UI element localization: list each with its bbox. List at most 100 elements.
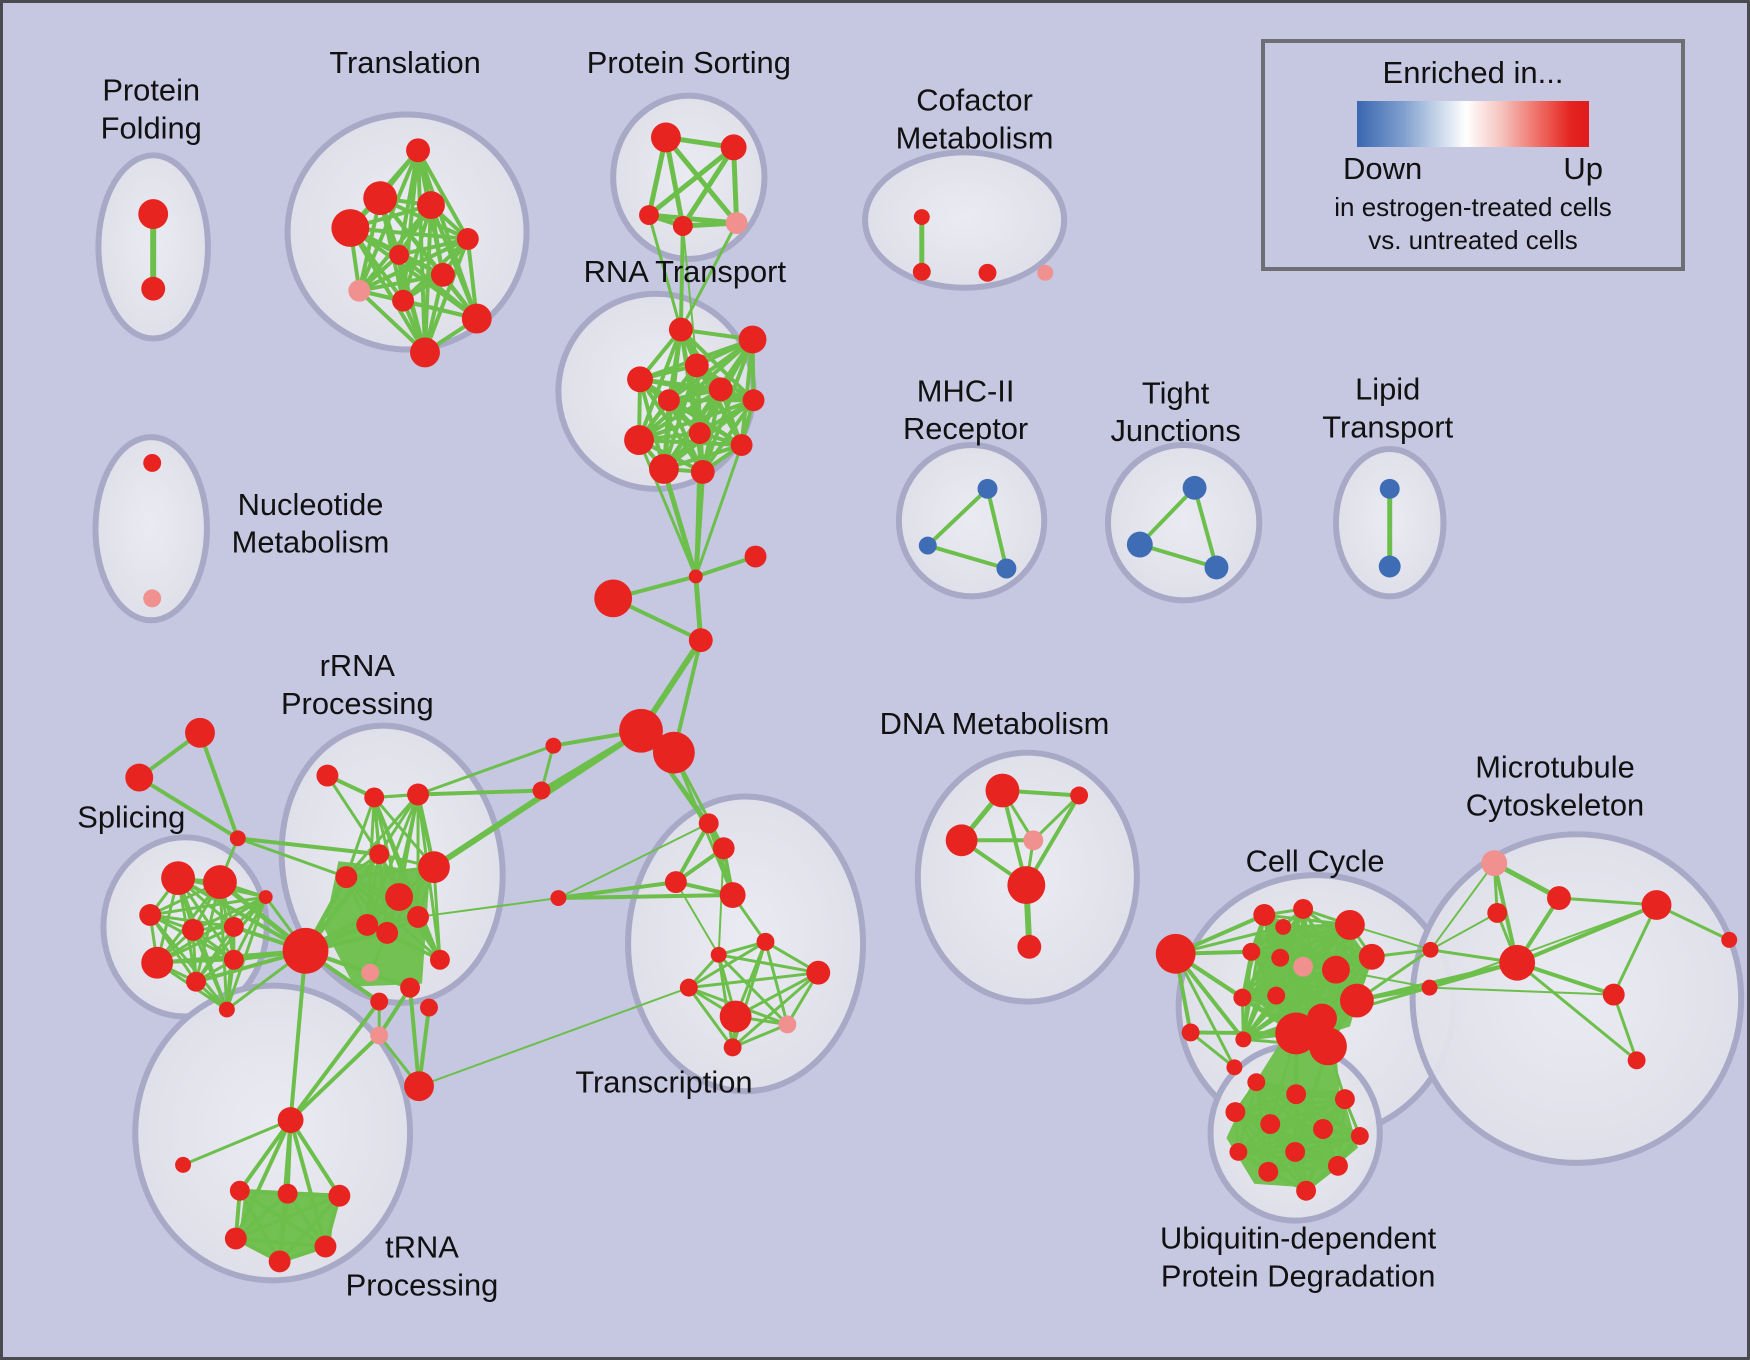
gene-set-node[interactable] [1641, 890, 1672, 920]
gene-set-node[interactable] [125, 763, 154, 792]
gene-set-node[interactable] [223, 949, 244, 970]
gene-set-node[interactable] [376, 921, 399, 944]
gene-set-node[interactable] [712, 837, 735, 860]
gene-set-node[interactable] [1487, 903, 1508, 923]
gene-set-node[interactable] [684, 353, 709, 378]
gene-set-node[interactable] [143, 589, 162, 608]
gene-set-node[interactable] [945, 824, 978, 857]
gene-set-node[interactable] [1226, 1059, 1243, 1076]
gene-set-node[interactable] [1313, 1119, 1333, 1139]
gene-set-node[interactable] [912, 262, 931, 281]
gene-set-node[interactable] [1260, 1114, 1281, 1134]
gene-set-node[interactable] [1242, 942, 1261, 961]
gene-set-node[interactable] [1339, 983, 1374, 1018]
gene-set-node[interactable] [1285, 1141, 1306, 1162]
gene-set-node[interactable] [1007, 866, 1046, 905]
gene-set-node[interactable] [744, 545, 767, 568]
gene-set-node[interactable] [1721, 931, 1738, 948]
gene-set-node[interactable] [141, 276, 166, 301]
gene-set-node[interactable] [410, 337, 440, 368]
gene-set-node[interactable] [404, 1071, 434, 1102]
gene-set-node[interactable] [1379, 478, 1400, 499]
gene-set-node[interactable] [550, 890, 567, 906]
gene-set-node[interactable] [1481, 850, 1508, 877]
gene-set-node[interactable] [277, 1183, 298, 1204]
gene-set-node[interactable] [996, 558, 1017, 579]
gene-set-node[interactable] [690, 459, 715, 484]
gene-set-node[interactable] [1293, 899, 1314, 919]
gene-set-node[interactable] [1235, 1031, 1252, 1048]
gene-set-node[interactable] [1421, 979, 1438, 996]
gene-set-node[interactable] [364, 787, 385, 808]
gene-set-node[interactable] [688, 569, 703, 584]
gene-set-node[interactable] [335, 866, 358, 889]
gene-set-node[interactable] [532, 781, 551, 800]
gene-set-node[interactable] [385, 883, 414, 911]
gene-set-node[interactable] [1327, 1155, 1348, 1176]
gene-set-node[interactable] [186, 971, 206, 992]
gene-set-node[interactable] [1229, 1142, 1248, 1161]
gene-set-node[interactable] [698, 813, 719, 834]
gene-set-node[interactable] [742, 389, 765, 412]
gene-set-node[interactable] [1547, 886, 1571, 910]
gene-set-node[interactable] [594, 579, 633, 618]
gene-set-node[interactable] [369, 844, 390, 865]
gene-set-node[interactable] [668, 317, 693, 342]
gene-set-node[interactable] [1182, 475, 1207, 500]
gene-set-node[interactable] [161, 861, 196, 896]
gene-set-node[interactable] [985, 773, 1020, 808]
gene-set-node[interactable] [218, 1001, 235, 1018]
gene-set-node[interactable] [719, 1000, 752, 1033]
gene-set-node[interactable] [730, 434, 753, 456]
gene-set-node[interactable] [138, 199, 169, 229]
gene-set-node[interactable] [229, 830, 246, 847]
gene-set-node[interactable] [708, 377, 733, 402]
gene-set-node[interactable] [348, 279, 371, 302]
gene-set-node[interactable] [456, 228, 479, 250]
gene-set-node[interactable] [1258, 1161, 1279, 1182]
gene-set-node[interactable] [1247, 1073, 1266, 1092]
gene-set-node[interactable] [418, 851, 450, 884]
gene-set-node[interactable] [277, 1107, 304, 1133]
gene-set-node[interactable] [1155, 933, 1196, 974]
gene-set-node[interactable] [143, 454, 162, 472]
gene-set-node[interactable] [978, 263, 997, 282]
gene-set-node[interactable] [185, 717, 215, 748]
gene-set-node[interactable] [202, 865, 237, 900]
gene-set-node[interactable] [624, 425, 654, 455]
gene-set-node[interactable] [229, 1180, 250, 1201]
gene-set-node[interactable] [639, 205, 659, 226]
gene-set-node[interactable] [406, 138, 430, 163]
gene-set-node[interactable] [400, 977, 421, 998]
gene-set-node[interactable] [545, 737, 562, 754]
gene-set-node[interactable] [328, 1184, 351, 1207]
gene-set-node[interactable] [725, 212, 748, 234]
gene-set-node[interactable] [407, 905, 429, 928]
gene-set-node[interactable] [363, 181, 398, 216]
gene-set-node[interactable] [430, 262, 455, 287]
gene-set-node[interactable] [389, 244, 410, 265]
gene-set-node[interactable] [1023, 830, 1044, 851]
gene-set-node[interactable] [258, 890, 273, 905]
gene-set-node[interactable] [182, 918, 204, 941]
gene-set-node[interactable] [1296, 1180, 1317, 1201]
gene-set-node[interactable] [1225, 1102, 1246, 1123]
gene-set-node[interactable] [316, 764, 339, 787]
gene-set-node[interactable] [314, 1235, 337, 1258]
gene-set-node[interactable] [806, 960, 831, 985]
gene-set-node[interactable] [650, 122, 681, 153]
gene-set-node[interactable] [1233, 988, 1252, 1007]
gene-set-node[interactable] [224, 1227, 247, 1250]
gene-set-node[interactable] [1378, 555, 1401, 578]
gene-set-node[interactable] [1126, 531, 1153, 558]
gene-set-node[interactable] [1017, 934, 1042, 959]
gene-set-node[interactable] [720, 134, 747, 161]
gene-set-node[interactable] [268, 1250, 291, 1273]
gene-set-node[interactable] [1267, 986, 1286, 1005]
gene-set-node[interactable] [719, 882, 746, 908]
gene-set-node[interactable] [1350, 1127, 1369, 1145]
gene-set-node[interactable] [361, 963, 380, 982]
gene-set-node[interactable] [139, 904, 162, 926]
gene-set-node[interactable] [461, 303, 492, 334]
gene-set-node[interactable] [407, 783, 429, 806]
